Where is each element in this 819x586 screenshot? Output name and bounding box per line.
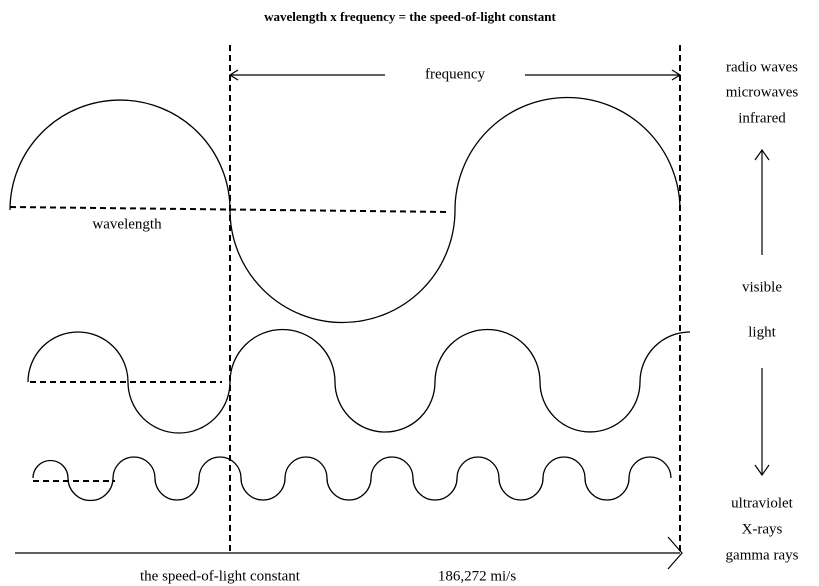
speed-label: the speed-of-light constant [140,568,301,584]
title: wavelength x frequency = the speed-of-li… [264,9,556,24]
frequency-arrow [228,69,682,81]
up-arrow [754,148,770,255]
short-wave [32,456,672,502]
speed-arrow [15,536,683,570]
spectrum-label: ultraviolet [731,495,793,511]
spectrum-label: radio waves [726,59,798,75]
spectrum-label: light [748,324,776,340]
speed-value: 186,272 mi/s [438,568,517,584]
down-arrow [754,368,770,477]
spectrum-label: X-rays [742,521,783,537]
medium-wave [27,328,691,434]
spectrum-label: infrared [738,110,786,126]
wavelength-label: wavelength [92,216,162,232]
spectrum-label: visible [742,279,782,295]
frequency-label: frequency [425,66,485,82]
spectrum-label: gamma rays [726,547,799,563]
long-wave [9,96,681,324]
wavelength-line [9,206,451,213]
spectrum-label: microwaves [726,84,799,100]
